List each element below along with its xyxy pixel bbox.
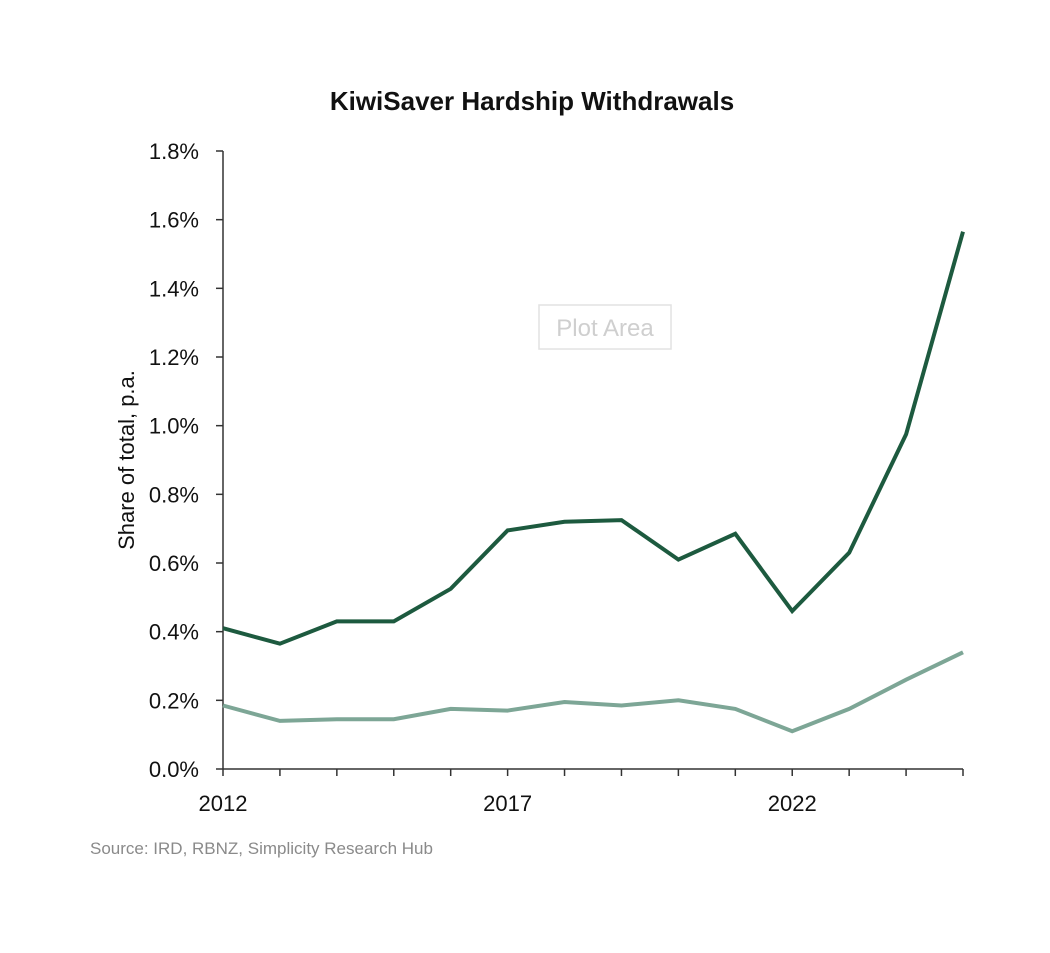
- plot-area-hint-label: Plot Area: [556, 315, 654, 342]
- plot-area-hint: Plot Area: [538, 304, 672, 350]
- plot-area-hint-box: [538, 304, 672, 350]
- y-tick-label: 0.6%: [149, 551, 199, 576]
- x-tick-label: 2017: [483, 791, 532, 816]
- y-tick-label: 1.6%: [149, 208, 199, 233]
- y-axis-label: Share of total, p.a.: [114, 370, 139, 550]
- x-tick-label: 2022: [768, 791, 817, 816]
- chart-title: KiwiSaver Hardship Withdrawals: [330, 86, 734, 116]
- axes: 0.0% 0.2% 0.4% 0.6% 0.8% 1.0% 1.2% 1.4% 1.6% 1.8%…: [149, 139, 964, 816]
- y-tick-label: 1.4%: [149, 276, 199, 301]
- source-note: Source: IRD, RBNZ, Simplicity Research H…: [90, 839, 433, 858]
- y-tick-label: 0.8%: [149, 482, 199, 507]
- y-tick-label: 1.0%: [149, 414, 199, 439]
- series-line-1: [222, 231, 965, 646]
- y-tick-label: 1.8%: [149, 139, 199, 164]
- x-tick-label: 2012: [199, 791, 248, 816]
- y-tick-label: 0.4%: [149, 620, 199, 645]
- y-tick-label: 0.0%: [149, 757, 199, 782]
- y-tick-label: 0.2%: [149, 688, 199, 713]
- series-layer: [222, 231, 965, 734]
- y-tick-label: 1.2%: [149, 345, 199, 370]
- series-line-2: [222, 650, 964, 734]
